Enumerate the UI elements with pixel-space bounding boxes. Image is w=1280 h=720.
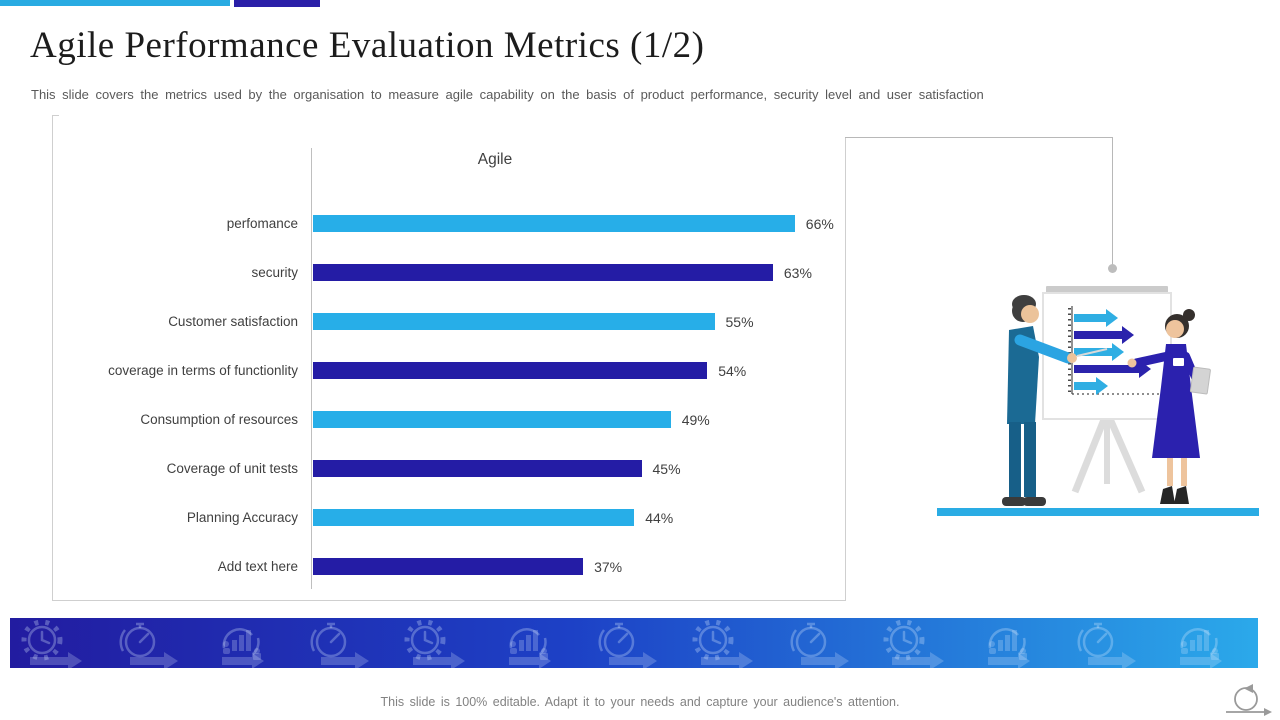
chart-row: security 63% bbox=[40, 264, 812, 281]
arrow-chart bbox=[1068, 306, 1179, 397]
stopwatch-icon bbox=[591, 620, 677, 668]
value-label: 54% bbox=[718, 362, 747, 379]
chart-row: Customer satisfaction 55% bbox=[40, 313, 754, 330]
chart-frame-bottom bbox=[52, 600, 846, 601]
category-label: Coverage of unit tests bbox=[166, 461, 298, 476]
chart-row: Planning Accuracy 44% bbox=[40, 509, 673, 526]
hanging-line-horizontal bbox=[845, 137, 1113, 138]
category-label: Planning Accuracy bbox=[186, 510, 298, 525]
bar-add-text-here bbox=[313, 558, 584, 575]
easel-stand bbox=[1071, 410, 1146, 494]
bar-planning-accuracy bbox=[313, 509, 635, 526]
value-label: 45% bbox=[652, 460, 681, 477]
chart-growth-icon bbox=[208, 620, 294, 668]
hanging-line-vertical bbox=[1112, 137, 1113, 265]
page-title: Agile Performance Evaluation Metrics (1/… bbox=[30, 25, 705, 66]
value-label: 49% bbox=[681, 411, 710, 428]
stopwatch-icon bbox=[112, 620, 198, 668]
gear-clock-icon bbox=[399, 619, 485, 668]
bar-security bbox=[313, 264, 773, 281]
value-label: 63% bbox=[783, 264, 812, 281]
bar-coverage-of-unit-tests bbox=[313, 460, 642, 477]
stopwatch-icon bbox=[1070, 620, 1156, 668]
board-hanger-bar bbox=[1046, 286, 1168, 293]
accent-strip-navy bbox=[234, 0, 320, 7]
footer-note: This slide is 100% editable. Adapt it to… bbox=[380, 695, 900, 709]
page-subtitle: This slide covers the metrics used by th… bbox=[31, 87, 984, 102]
gear-clock-icon bbox=[16, 619, 102, 668]
chart-axis-line bbox=[311, 148, 312, 589]
value-label: 55% bbox=[725, 313, 754, 330]
presentation-illustration bbox=[937, 286, 1259, 516]
bar-coverage-in-terms-of-functionlity bbox=[313, 362, 708, 379]
chart-frame-top-tick bbox=[52, 115, 59, 116]
chart-frame-left bbox=[52, 115, 53, 601]
chart-growth-icon bbox=[495, 620, 581, 668]
category-label: Customer satisfaction bbox=[168, 314, 298, 329]
gear-clock-icon bbox=[878, 619, 964, 668]
gear-clock-icon bbox=[687, 619, 773, 668]
chart-row: perfomance 66% bbox=[40, 215, 834, 232]
chart-frame-right bbox=[845, 137, 846, 601]
value-label: 66% bbox=[805, 215, 834, 232]
category-label: perfomance bbox=[226, 216, 298, 231]
presenter-man bbox=[1002, 295, 1108, 506]
category-label: security bbox=[251, 265, 298, 280]
category-label: coverage in terms of functionlity bbox=[108, 363, 298, 378]
agile-icon-band bbox=[10, 618, 1258, 668]
stopwatch-icon bbox=[303, 620, 389, 668]
accent-strip-cyan bbox=[0, 0, 230, 6]
chart-row: Add text here 37% bbox=[40, 558, 622, 575]
loop-arrow-icon bbox=[1226, 684, 1272, 716]
presenter-woman bbox=[1127, 309, 1211, 504]
chart-title: Agile bbox=[477, 151, 513, 168]
bar-consumption-of-resources bbox=[313, 411, 671, 428]
category-label: Add text here bbox=[217, 559, 298, 574]
pointer-stick bbox=[1076, 348, 1108, 357]
chart-growth-icon bbox=[1166, 620, 1252, 668]
clipboard bbox=[1189, 366, 1211, 395]
floor-line bbox=[937, 508, 1259, 516]
chart-row: Coverage of unit tests 45% bbox=[40, 460, 681, 477]
category-label: Consumption of resources bbox=[140, 412, 298, 427]
value-label: 37% bbox=[594, 558, 623, 575]
bar-customer-satisfaction bbox=[313, 313, 715, 330]
chart-growth-icon bbox=[974, 620, 1060, 668]
stopwatch-icon bbox=[783, 620, 869, 668]
chart-row: coverage in terms of functionlity 54% bbox=[40, 362, 746, 379]
bar-perfomance bbox=[313, 215, 795, 232]
chart-row: Consumption of resources 49% bbox=[40, 411, 710, 428]
value-label: 44% bbox=[645, 509, 674, 526]
hanging-dot bbox=[1108, 264, 1117, 273]
badge bbox=[1173, 358, 1184, 366]
